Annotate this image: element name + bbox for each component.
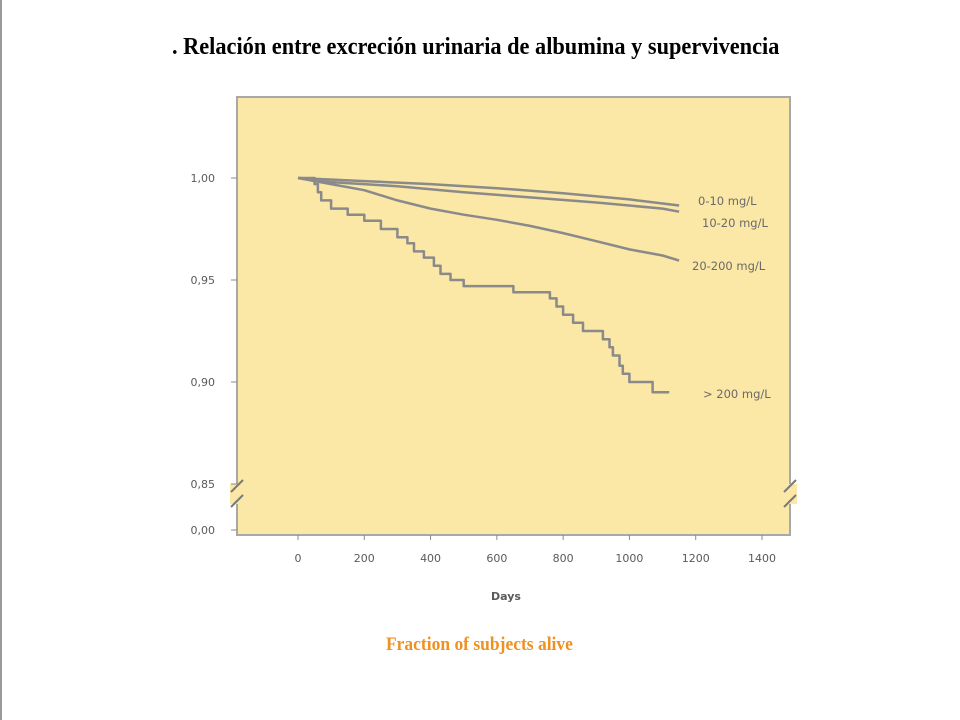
x-tick: 1000 xyxy=(615,535,643,565)
x-tick-label: 0 xyxy=(295,552,302,565)
axis-break-slash xyxy=(783,479,797,493)
series-line xyxy=(297,176,680,213)
x-tick: 600 xyxy=(486,535,507,565)
series-layer xyxy=(297,176,680,394)
axis-break-slash xyxy=(230,494,244,508)
series-line xyxy=(297,176,680,262)
y-tick: 0,95 xyxy=(191,274,237,287)
y-tick: 1,00 xyxy=(191,172,237,185)
y-tick-label: 0,85 xyxy=(191,478,216,491)
x-axis-ticks: 0 200 400 600 800 1000 1200 1400 xyxy=(295,535,776,565)
x-tick-label: 1200 xyxy=(682,552,710,565)
series-line xyxy=(298,176,670,394)
x-tick: 200 xyxy=(354,535,375,565)
series-label: 0-10 mg/L xyxy=(698,194,757,208)
y-tick: 0,00 xyxy=(191,524,237,537)
y-tick-label: 0,00 xyxy=(191,524,216,537)
x-tick-label: 800 xyxy=(553,552,574,565)
axis-break-slash xyxy=(783,494,797,508)
x-tick-label: 400 xyxy=(420,552,441,565)
slide-left-border xyxy=(0,0,2,720)
x-tick-label: 200 xyxy=(354,552,375,565)
x-axis-title: Days xyxy=(491,590,521,603)
plot-background xyxy=(236,96,791,536)
series-label: 10-20 mg/L xyxy=(702,216,768,230)
y-tick: 0,90 xyxy=(191,376,237,389)
y-tick: 0,85 xyxy=(191,478,237,491)
x-tick-label: 600 xyxy=(486,552,507,565)
series-labels: 0-10 mg/L 10-20 mg/L 20-200 mg/L > 200 mg/L xyxy=(692,194,771,401)
slide-title: . Relación entre excreción urinaria de a… xyxy=(172,34,780,60)
x-tick: 1400 xyxy=(748,535,776,565)
series-label: > 200 mg/L xyxy=(703,387,771,401)
chart-caption: Fraction of subjects alive xyxy=(386,634,573,655)
x-tick: 1200 xyxy=(682,535,710,565)
x-tick: 800 xyxy=(553,535,574,565)
x-tick: 0 xyxy=(295,535,302,565)
y-tick-label: 0,95 xyxy=(191,274,216,287)
y-tick-label: 1,00 xyxy=(191,172,216,185)
series-label: 20-200 mg/L xyxy=(692,259,766,273)
y-axis-break-left xyxy=(230,479,244,508)
y-axis-break-right xyxy=(783,479,797,508)
x-tick: 400 xyxy=(420,535,441,565)
y-tick-label: 0,90 xyxy=(191,376,216,389)
y-axis-ticks: 1,00 0,95 0,90 0,85 0,00 xyxy=(191,172,237,537)
axis-break-slash xyxy=(230,479,244,493)
series-line xyxy=(297,176,680,207)
x-tick-label: 1400 xyxy=(748,552,776,565)
x-tick-label: 1000 xyxy=(615,552,643,565)
